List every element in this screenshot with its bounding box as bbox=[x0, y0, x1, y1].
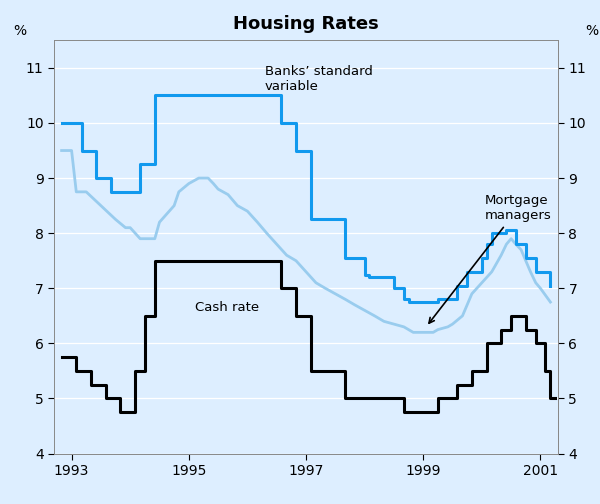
Title: Housing Rates: Housing Rates bbox=[233, 15, 379, 33]
Text: %: % bbox=[586, 24, 599, 38]
Text: Cash rate: Cash rate bbox=[194, 301, 259, 314]
Text: Mortgage
managers: Mortgage managers bbox=[429, 195, 551, 323]
Text: Banks’ standard
variable: Banks’ standard variable bbox=[265, 65, 373, 93]
Text: %: % bbox=[13, 24, 26, 38]
